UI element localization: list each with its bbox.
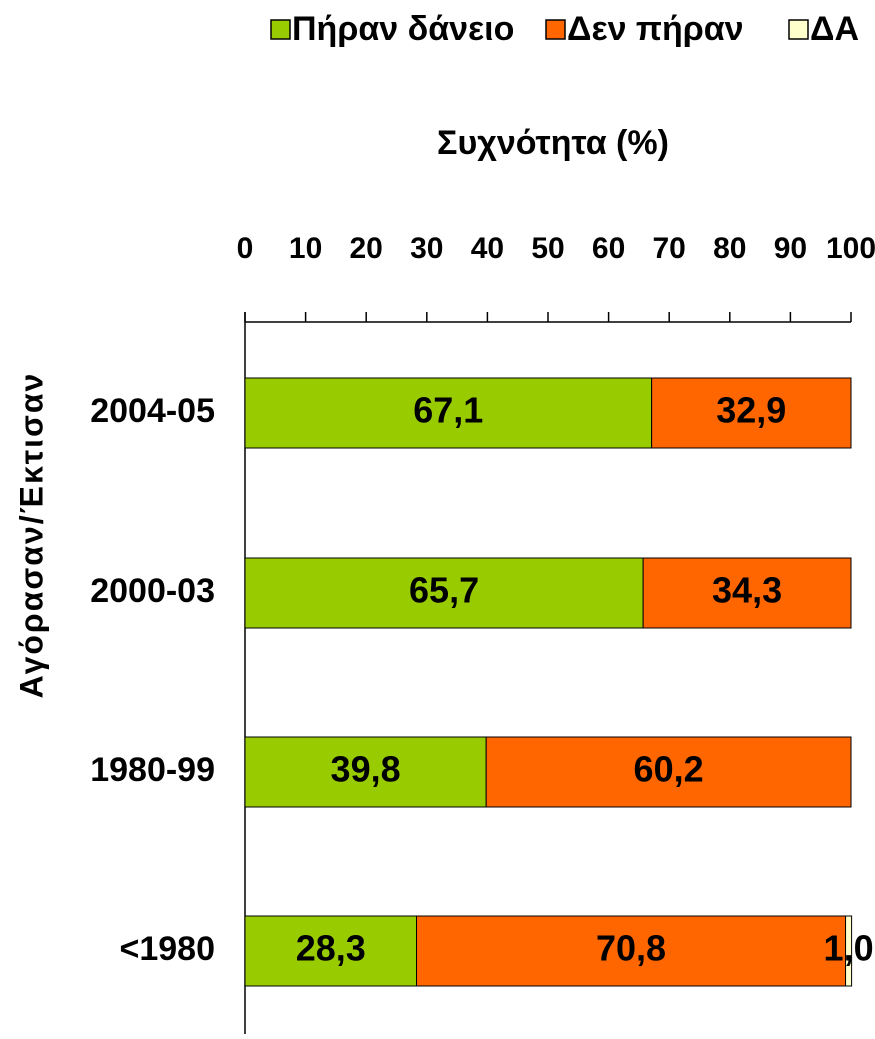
category-label: <1980 xyxy=(120,930,216,968)
category-label: 1980-99 xyxy=(90,751,215,789)
x-tick-label: 100 xyxy=(826,232,875,265)
legend-label: ΔΑ xyxy=(810,10,859,48)
x-tick-label: 10 xyxy=(289,232,322,265)
bar-segment xyxy=(642,557,852,629)
legend-swatch xyxy=(788,19,809,40)
bar-segment xyxy=(244,557,644,629)
bar-value-label: 65,7 xyxy=(409,570,479,611)
y-axis-title: Αγόρασαν/Έκτισαν xyxy=(13,372,49,699)
x-tick-label: 80 xyxy=(713,232,746,265)
legend-label: Πήραν δάνειο xyxy=(292,10,514,48)
x-tick-label: 40 xyxy=(471,232,504,265)
x-tick-label: 30 xyxy=(410,232,443,265)
bar-value-label: 32,9 xyxy=(716,390,786,431)
category-label: 2000-03 xyxy=(90,572,215,610)
legend-swatch xyxy=(545,19,566,40)
bar-value-label: 28,3 xyxy=(296,928,366,969)
x-tick-label: 0 xyxy=(237,232,254,265)
x-axis-title: Συχνότητα (%) xyxy=(437,124,669,162)
bar-segment xyxy=(845,915,853,987)
bar-value-label: 39,8 xyxy=(331,749,401,790)
bar-segment xyxy=(244,915,417,987)
bar-value-label: 34,3 xyxy=(712,570,782,611)
x-tick-label: 50 xyxy=(531,232,564,265)
bar-segment xyxy=(244,736,487,808)
category-label: 2004-05 xyxy=(90,392,215,430)
bar-value-label: 70,8 xyxy=(596,928,666,969)
legend-label: Δεν πήραν xyxy=(567,10,744,48)
bar-value-label: 60,2 xyxy=(634,749,704,790)
legend-swatch xyxy=(270,19,291,40)
bar-value-label: 67,1 xyxy=(413,390,483,431)
bar-value-label: 1,0 xyxy=(824,928,874,969)
bar-segment xyxy=(651,377,852,449)
x-tick-label: 20 xyxy=(350,232,383,265)
bar-segment xyxy=(485,736,852,808)
x-tick-label: 60 xyxy=(592,232,625,265)
x-tick-label: 70 xyxy=(653,232,686,265)
x-tick-label: 90 xyxy=(774,232,807,265)
bar-segment xyxy=(244,377,653,449)
